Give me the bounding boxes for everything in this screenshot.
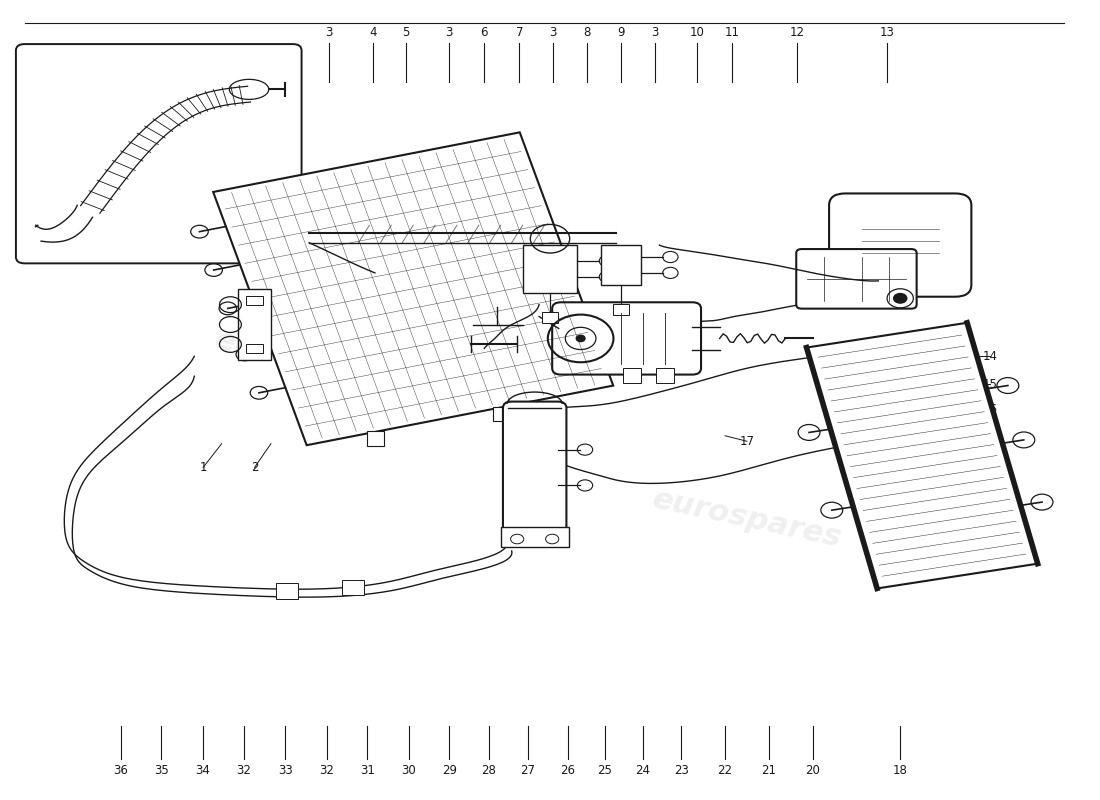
Bar <box>614 304 629 315</box>
FancyBboxPatch shape <box>796 249 916 309</box>
Circle shape <box>576 335 585 342</box>
Text: 32: 32 <box>236 764 251 777</box>
FancyBboxPatch shape <box>829 194 971 297</box>
Text: 29: 29 <box>442 764 456 777</box>
Text: 13: 13 <box>880 26 894 38</box>
Text: 5: 5 <box>402 26 409 38</box>
Text: 3: 3 <box>550 26 557 38</box>
Text: 2: 2 <box>251 461 258 474</box>
FancyBboxPatch shape <box>15 44 301 263</box>
Bar <box>366 431 384 446</box>
Text: eurospares: eurospares <box>650 485 845 554</box>
Text: 32: 32 <box>319 764 334 777</box>
Text: 1: 1 <box>199 461 207 474</box>
Polygon shape <box>213 132 613 446</box>
Text: 16: 16 <box>982 403 998 416</box>
Text: 23: 23 <box>674 764 689 777</box>
Text: 3: 3 <box>651 26 659 38</box>
Text: 3: 3 <box>446 26 453 38</box>
Text: 38: 38 <box>99 167 114 180</box>
Text: 12: 12 <box>790 26 805 38</box>
FancyBboxPatch shape <box>552 302 701 374</box>
Text: 28: 28 <box>482 764 496 777</box>
Bar <box>657 368 673 382</box>
Bar <box>494 406 512 421</box>
Bar <box>276 582 298 598</box>
Text: 24: 24 <box>636 764 650 777</box>
Text: 34: 34 <box>196 764 210 777</box>
Text: 31: 31 <box>360 764 375 777</box>
Bar <box>245 296 263 306</box>
Text: 18: 18 <box>893 764 907 777</box>
Bar <box>342 579 364 595</box>
Text: 22: 22 <box>717 764 733 777</box>
Text: 25: 25 <box>597 764 613 777</box>
Text: 6: 6 <box>481 26 488 38</box>
Text: 33: 33 <box>278 764 293 777</box>
Bar <box>602 245 641 285</box>
Bar <box>624 368 641 382</box>
Bar <box>245 343 263 353</box>
FancyBboxPatch shape <box>238 289 271 360</box>
Text: 27: 27 <box>520 764 536 777</box>
Bar <box>500 527 569 547</box>
Text: eurospares: eurospares <box>212 326 407 394</box>
Text: 35: 35 <box>154 764 168 777</box>
Text: 36: 36 <box>113 764 129 777</box>
Text: 4: 4 <box>368 26 376 38</box>
Text: 8: 8 <box>583 26 591 38</box>
Circle shape <box>893 294 906 303</box>
Text: 14: 14 <box>982 350 998 363</box>
Polygon shape <box>806 322 1037 589</box>
Text: 15: 15 <box>982 378 998 390</box>
Bar <box>542 312 558 323</box>
Text: 11: 11 <box>724 26 739 38</box>
FancyBboxPatch shape <box>503 402 566 534</box>
Text: 20: 20 <box>805 764 821 777</box>
Text: 9: 9 <box>617 26 625 38</box>
Text: 30: 30 <box>402 764 416 777</box>
Text: 37: 37 <box>491 366 506 378</box>
Text: 10: 10 <box>690 26 704 38</box>
Text: 3: 3 <box>326 26 332 38</box>
Text: 7: 7 <box>516 26 524 38</box>
Text: 26: 26 <box>560 764 575 777</box>
Text: 17: 17 <box>739 435 755 448</box>
Bar <box>522 245 578 293</box>
Text: 21: 21 <box>761 764 777 777</box>
Text: 19: 19 <box>982 430 998 442</box>
